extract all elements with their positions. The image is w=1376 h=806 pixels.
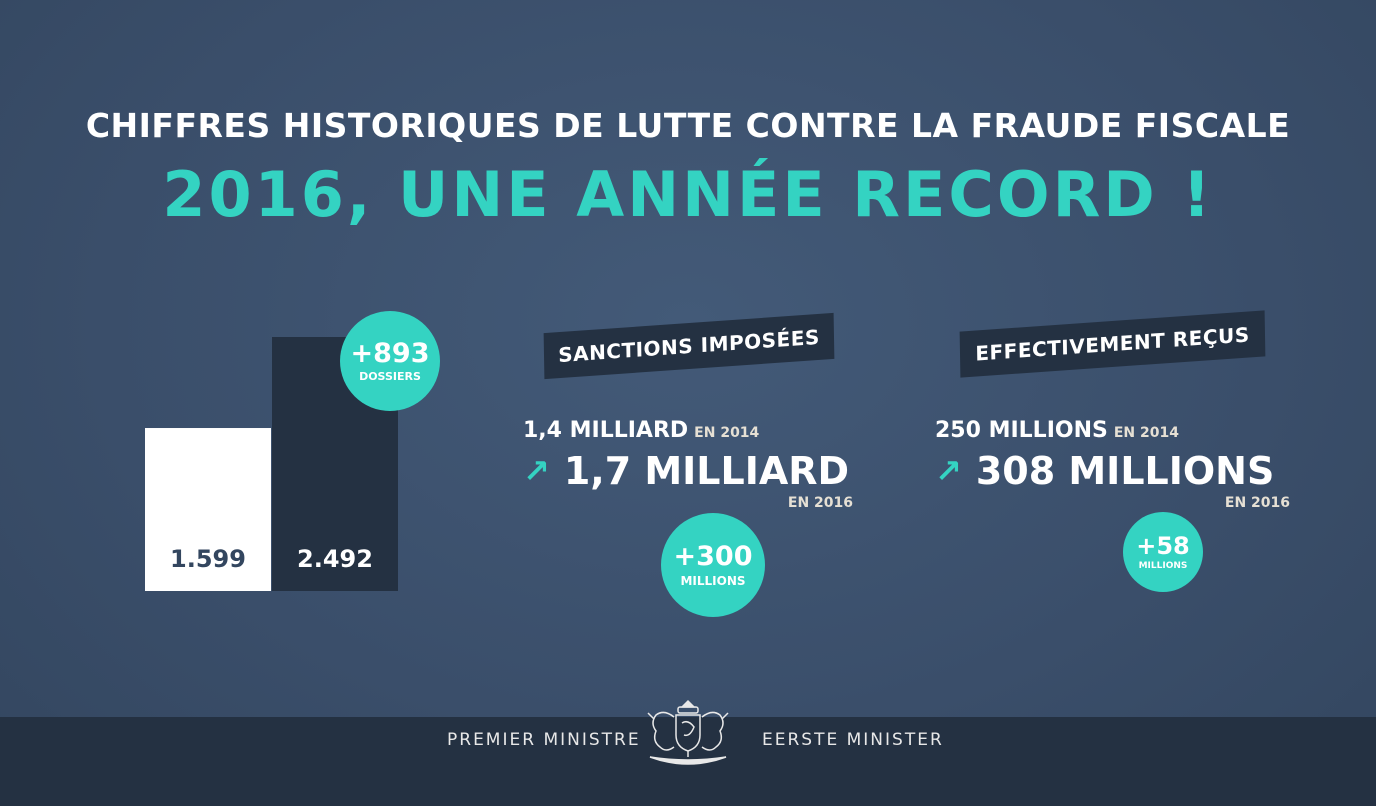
recus-previous-year: EN 2014 [1113,425,1179,441]
sanctions-increase-value: +300 [673,541,753,572]
footer-left-text: PREMIER MINISTRE [447,730,641,750]
sanctions-increase-badge: +300 MILLIONS [661,513,765,617]
recus-ribbon-label: EFFECTIVEMENT REÇUS [975,322,1250,366]
coat-of-arms-logo [647,699,729,765]
arrow-up-right-icon: ↗ [935,452,962,490]
recus-increase-badge: +58 MILLIONS [1123,512,1203,592]
recus-previous-value: 250 MILLIONS [935,418,1108,443]
sanctions-increase-unit: MILLIONS [680,574,746,588]
sanctions-previous-value: 1,4 MILLIARD [523,418,689,443]
sanctions-current: ↗ 1,7 MILLIARD [523,449,853,493]
sanctions-stat: 1,4 MILLIARD EN 2014 ↗ 1,7 MILLIARD EN 20… [523,418,853,511]
sanctions-previous-year: EN 2014 [694,425,760,441]
sanctions-previous: 1,4 MILLIARD EN 2014 [523,418,853,443]
recus-current-year: EN 2016 [1224,495,1290,511]
footer-right-text: EERSTE MINISTER [762,730,944,750]
dossiers-increase-unit: DOSSIERS [359,370,421,383]
sanctions-current-value: 1,7 MILLIARD [563,449,850,493]
recus-current-value: 308 MILLIONS [975,449,1275,493]
bar-0 [145,428,271,591]
recus-ribbon: EFFECTIVEMENT REÇUS [959,310,1266,378]
bar-value-label-0: 1.599 [170,545,246,573]
sanctions-ribbon: SANCTIONS IMPOSÉES [543,312,835,380]
bar-value-label-1: 2.492 [297,545,373,573]
dossiers-increase-badge: +893 DOSSIERS [340,311,440,411]
page-title: CHIFFRES HISTORIQUES DE LUTTE CONTRE LA … [85,106,1291,145]
sanctions-ribbon-label: SANCTIONS IMPOSÉES [557,324,821,368]
recus-increase-unit: MILLIONS [1138,560,1188,571]
recus-stat: 250 MILLIONS EN 2014 ↗ 308 MILLIONS EN 20… [935,418,1290,511]
sanctions-current-year: EN 2016 [787,495,853,511]
recus-current: ↗ 308 MILLIONS [935,449,1290,493]
dossiers-bar-chart: 1.599 2.492 [145,337,398,591]
recus-increase-value: +58 [1136,531,1190,560]
arrow-up-right-icon: ↗ [523,452,550,490]
dossiers-increase-value: +893 [350,338,430,369]
page-subtitle: 2016, UNE ANNÉE RECORD ! [162,158,1214,231]
recus-previous: 250 MILLIONS EN 2014 [935,418,1290,443]
